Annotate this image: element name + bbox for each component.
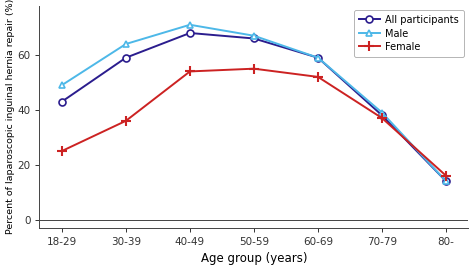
Legend: All participants, Male, Female: All participants, Male, Female [354,10,464,57]
Male [379,111,385,114]
X-axis label: Age group (years): Age group (years) [201,253,307,265]
All participants [123,56,129,59]
Y-axis label: Percent of laparoscopic inguinal hernia repair (%): Percent of laparoscopic inguinal hernia … [6,0,15,234]
Male [123,42,129,46]
All participants [187,31,193,35]
All participants [59,100,65,103]
All participants [443,180,449,183]
Female [315,75,321,79]
Female [123,119,129,122]
All participants [379,114,385,117]
Line: Male: Male [58,21,449,185]
Female [187,70,193,73]
All participants [251,37,257,40]
Male [59,83,65,87]
Female [443,174,449,177]
Line: Female: Female [57,64,451,180]
Female [379,117,385,120]
Female [59,149,65,153]
Male [187,23,193,26]
Male [315,56,321,59]
Male [251,34,257,37]
Female [251,67,257,70]
All participants [315,56,321,59]
Line: All participants: All participants [58,30,449,185]
Male [443,180,449,183]
